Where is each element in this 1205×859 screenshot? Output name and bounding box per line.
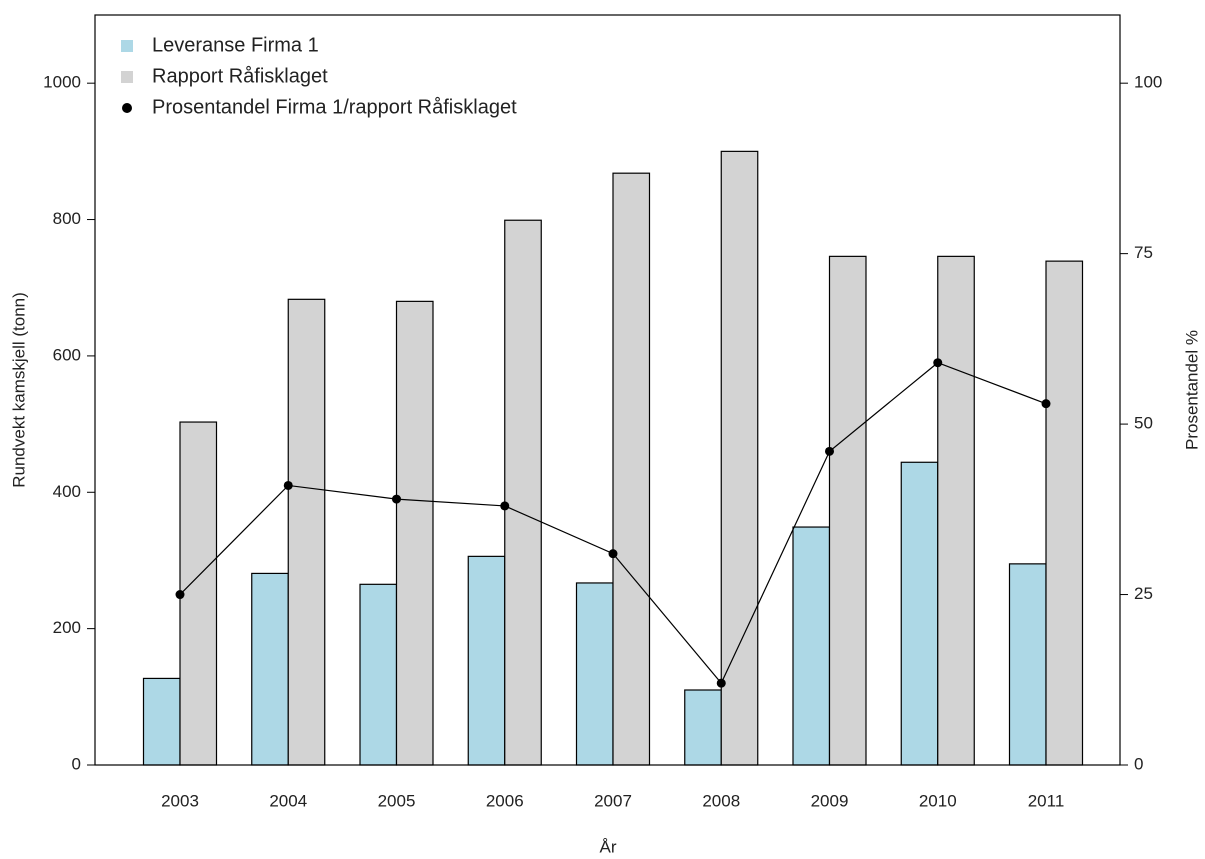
y-tick-label: 400	[53, 482, 81, 501]
y-tick-label: 0	[72, 754, 81, 773]
point	[283, 480, 293, 490]
y2-tick-label: 100	[1134, 73, 1162, 92]
y-tick-label: 1000	[43, 73, 81, 92]
x-tick-label: 2006	[486, 791, 524, 810]
bar	[251, 572, 289, 766]
point	[825, 446, 834, 456]
x-tick-label: 2008	[702, 791, 740, 810]
legend-swatch	[121, 71, 133, 83]
y-tick-label: 800	[53, 209, 81, 228]
y-tick-label: 200	[53, 618, 81, 637]
bar	[792, 526, 831, 766]
legend-label: Leveranse Firma 1	[152, 34, 319, 56]
bar	[142, 677, 181, 766]
legend-label: Rapport Råfisklaget	[152, 65, 328, 87]
point	[933, 358, 943, 368]
bar	[828, 255, 867, 766]
bar	[179, 421, 218, 766]
x-tick-label: 2011	[1028, 791, 1065, 810]
x-tick-label: 2007	[594, 791, 632, 810]
bar	[684, 689, 722, 766]
legend-swatch	[122, 103, 132, 113]
y2-tick-label: 0	[1134, 754, 1143, 773]
y2-tick-label: 25	[1134, 584, 1153, 603]
y2-tick-label: 75	[1134, 243, 1153, 262]
x-tick-label: 2009	[811, 791, 849, 810]
point	[392, 494, 401, 504]
bar	[900, 461, 939, 766]
point	[716, 678, 726, 688]
bar	[359, 583, 398, 766]
bar	[287, 298, 326, 766]
point	[175, 590, 185, 600]
x-tick-label: 2003	[161, 791, 199, 810]
bar	[467, 555, 506, 766]
x-axis-title: År	[600, 837, 617, 856]
legend-swatch	[121, 40, 133, 52]
plot-box	[94, 14, 1121, 766]
y-axis-title: Rundvekt kamskjell (tonn)	[9, 292, 28, 488]
point	[1041, 399, 1051, 409]
point	[608, 549, 618, 559]
x-tick-label: 2010	[919, 791, 957, 810]
y2-axis-title: Prosentandel %	[1182, 330, 1201, 450]
bar	[937, 255, 975, 766]
point	[500, 501, 510, 511]
y-tick-label: 600	[53, 345, 81, 364]
bar	[612, 172, 651, 766]
bar	[720, 150, 759, 766]
legend-label: Prosentandel Firma 1/rapport Råfisklaget	[152, 96, 517, 118]
bar	[575, 582, 614, 766]
bar	[1008, 563, 1047, 766]
x-tick-label: 2005	[378, 791, 416, 810]
bar	[395, 300, 434, 766]
bar	[1045, 260, 1084, 766]
x-tick-label: 2004	[269, 791, 307, 810]
bar	[504, 219, 542, 766]
y2-tick-label: 50	[1134, 414, 1153, 433]
